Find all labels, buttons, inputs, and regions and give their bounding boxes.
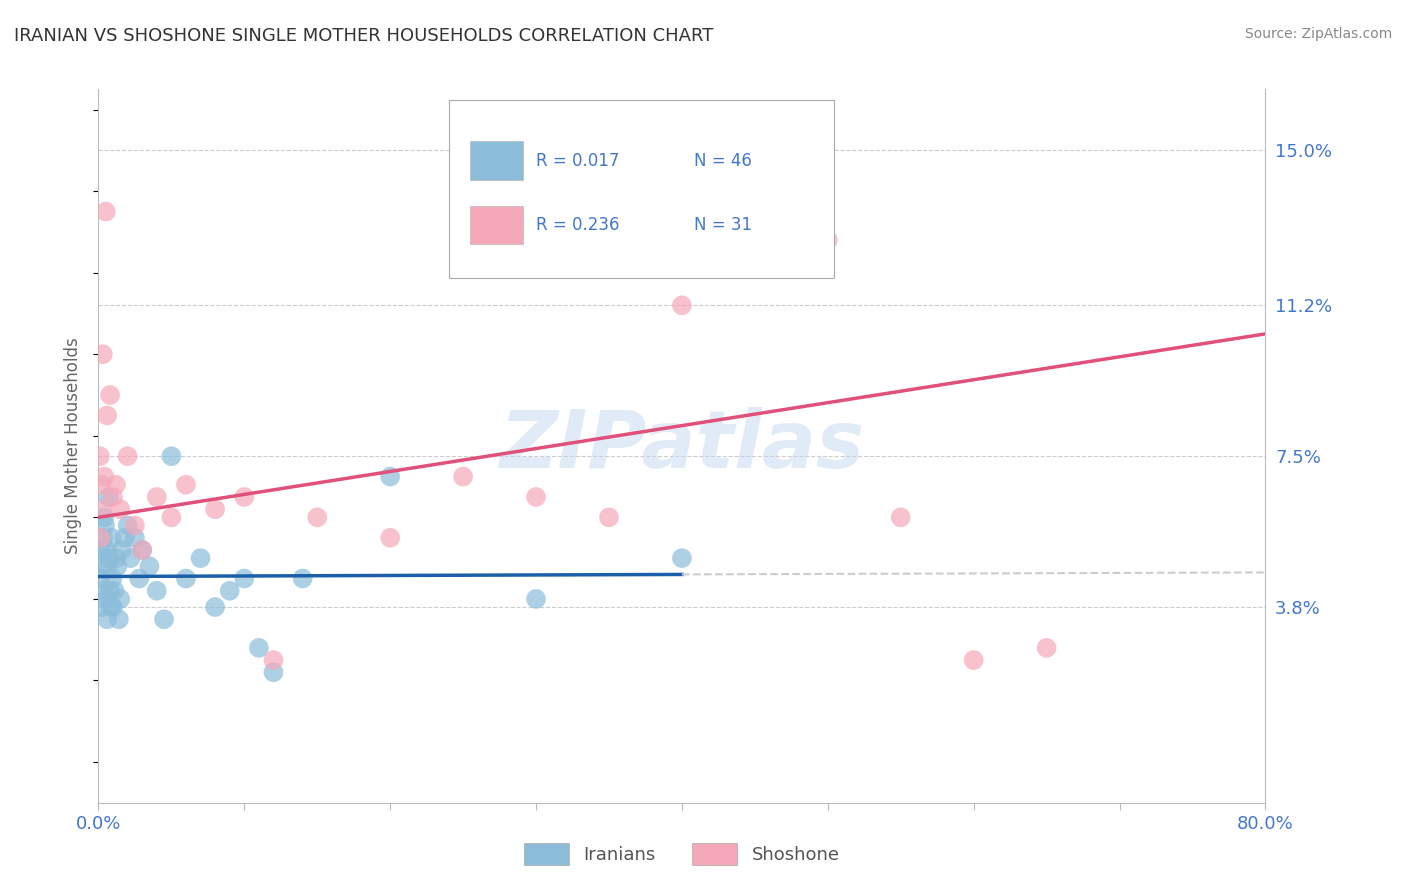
Point (90, 543, 112, 558)
Point (104, 551, 127, 566)
Point (146, 583, 169, 598)
Point (101, 600, 124, 615)
Point (94, 204, 117, 219)
Point (105, 559, 128, 574)
Point (262, 653, 284, 667)
FancyBboxPatch shape (449, 100, 834, 278)
Point (117, 518, 139, 533)
Point (96, 612, 118, 626)
Point (524, 591, 547, 606)
Point (128, 572, 150, 586)
Point (98, 583, 121, 598)
Point (93, 469, 115, 483)
Point (204, 502, 226, 516)
Point (90, 559, 112, 574)
Point (101, 490, 124, 504)
Text: R = 0.236: R = 0.236 (536, 216, 620, 234)
Text: ZIPatlas: ZIPatlas (499, 407, 865, 485)
Point (378, 531, 402, 545)
Point (598, 510, 620, 524)
Point (96, 409, 118, 423)
Point (247, 640, 270, 655)
Point (100, 600, 122, 615)
Point (97, 490, 120, 504)
Point (91, 502, 114, 516)
Text: R = 0.017: R = 0.017 (536, 152, 620, 169)
Point (307, 510, 329, 524)
Point (190, 551, 212, 566)
Point (962, 653, 984, 667)
Point (124, 531, 146, 545)
Point (104, 477, 127, 491)
Point (153, 612, 176, 626)
Point (89, 572, 111, 586)
Point (94, 591, 117, 606)
Point (233, 490, 256, 504)
Point (218, 583, 240, 598)
Point (262, 665, 284, 680)
Point (146, 490, 169, 504)
Point (671, 551, 693, 566)
FancyBboxPatch shape (470, 141, 523, 180)
Point (110, 502, 132, 516)
Point (174, 477, 197, 491)
Point (108, 612, 131, 626)
Point (89, 449, 111, 463)
Point (524, 490, 547, 504)
Point (91, 347, 114, 361)
Point (114, 531, 136, 545)
Point (100, 531, 122, 545)
FancyBboxPatch shape (470, 205, 523, 244)
Point (233, 572, 256, 586)
Point (93, 510, 115, 524)
Point (103, 583, 125, 598)
Point (97, 559, 120, 574)
Point (1035, 640, 1057, 655)
Point (93, 583, 115, 598)
Y-axis label: Single Mother Households: Single Mother Households (65, 338, 83, 554)
Point (90, 531, 112, 545)
Point (204, 600, 226, 615)
Point (890, 510, 912, 524)
Point (110, 591, 132, 606)
Point (96, 543, 118, 558)
Point (124, 518, 146, 533)
Point (131, 543, 153, 558)
Point (117, 449, 139, 463)
Point (138, 559, 160, 574)
Point (174, 572, 197, 586)
Legend: Iranians, Shoshone: Iranians, Shoshone (517, 836, 846, 872)
Point (90, 477, 112, 491)
Point (91, 600, 114, 615)
Point (98, 388, 121, 402)
Text: IRANIAN VS SHOSHONE SINGLE MOTHER HOUSEHOLDS CORRELATION CHART: IRANIAN VS SHOSHONE SINGLE MOTHER HOUSEH… (14, 27, 713, 45)
Text: N = 46: N = 46 (693, 152, 751, 169)
Point (671, 298, 693, 312)
Point (160, 510, 183, 524)
Point (291, 572, 314, 586)
Point (111, 543, 134, 558)
Point (817, 233, 839, 247)
Text: Source: ZipAtlas.com: Source: ZipAtlas.com (1244, 27, 1392, 41)
Point (378, 469, 402, 483)
Point (94, 518, 117, 533)
Point (131, 543, 153, 558)
Point (451, 469, 474, 483)
Text: N = 31: N = 31 (693, 216, 752, 234)
Point (160, 449, 183, 463)
Point (101, 572, 124, 586)
Point (91, 531, 114, 545)
Point (98, 551, 121, 566)
Point (120, 551, 142, 566)
